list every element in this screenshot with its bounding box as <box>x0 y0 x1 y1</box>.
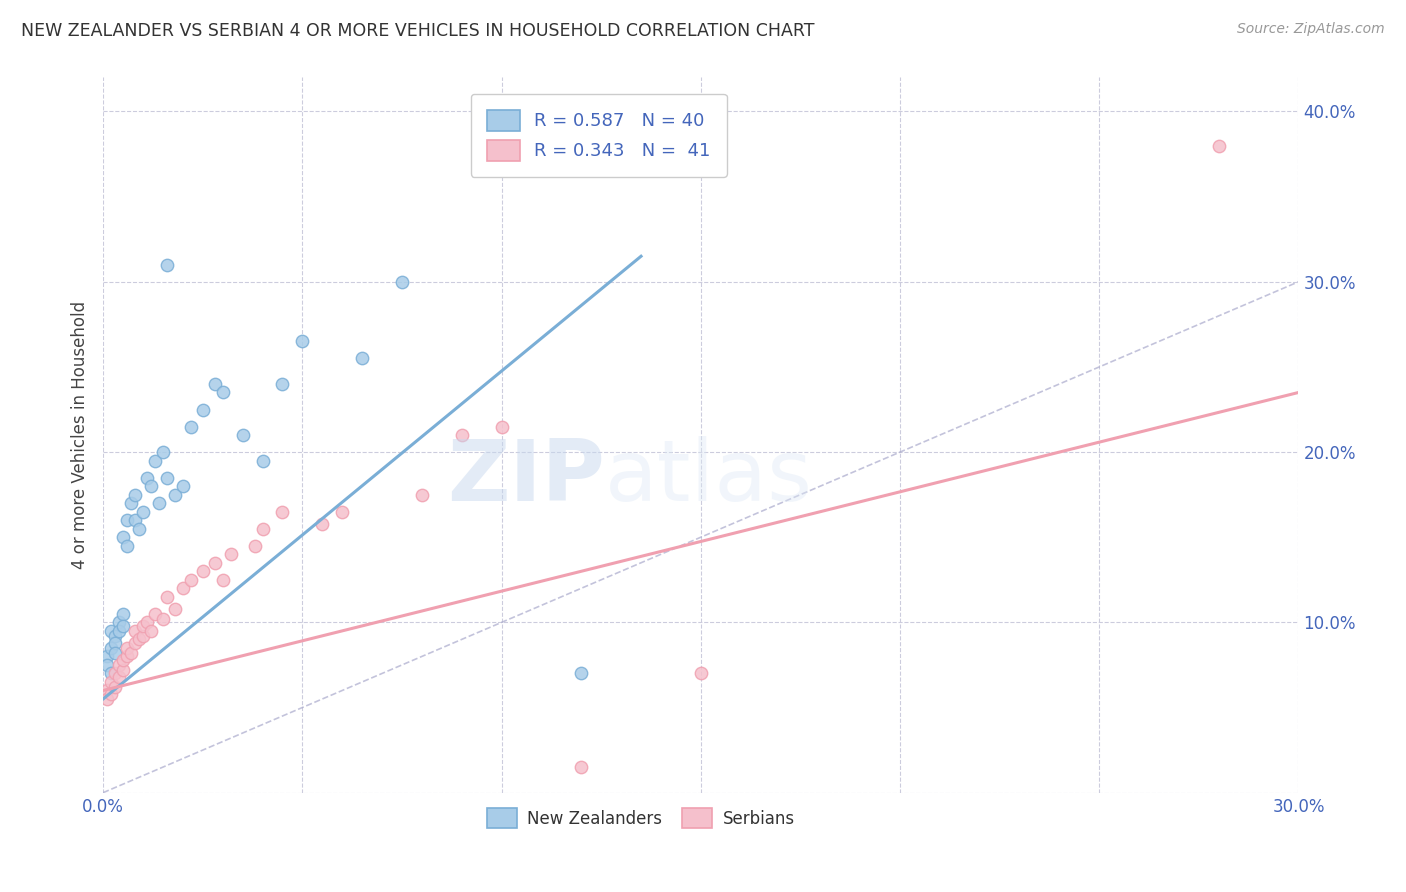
Point <box>143 607 166 621</box>
Point <box>271 376 294 391</box>
Point <box>219 547 242 561</box>
Text: ZIP: ZIP <box>447 436 605 519</box>
Point <box>172 479 194 493</box>
Point <box>136 615 159 630</box>
Point <box>180 573 202 587</box>
Point <box>115 513 138 527</box>
Point <box>104 646 127 660</box>
Point <box>100 666 122 681</box>
Point <box>112 653 135 667</box>
Text: NEW ZEALANDER VS SERBIAN 4 OR MORE VEHICLES IN HOUSEHOLD CORRELATION CHART: NEW ZEALANDER VS SERBIAN 4 OR MORE VEHIC… <box>21 22 814 40</box>
Y-axis label: 4 or more Vehicles in Household: 4 or more Vehicles in Household <box>72 301 89 569</box>
Point <box>124 624 146 638</box>
Point <box>112 530 135 544</box>
Point <box>112 663 135 677</box>
Point <box>128 632 150 647</box>
Point <box>152 612 174 626</box>
Point <box>291 334 314 349</box>
Point <box>120 646 142 660</box>
Point <box>108 657 131 672</box>
Point <box>96 649 118 664</box>
Point <box>112 619 135 633</box>
Legend: New Zealanders, Serbians: New Zealanders, Serbians <box>481 802 801 834</box>
Point <box>352 351 374 366</box>
Point <box>108 615 131 630</box>
Point <box>124 488 146 502</box>
Point <box>96 692 118 706</box>
Point <box>96 657 118 672</box>
Point <box>163 601 186 615</box>
Point <box>450 428 472 442</box>
Point <box>143 453 166 467</box>
Point <box>156 470 179 484</box>
Point <box>1208 138 1230 153</box>
Point <box>180 419 202 434</box>
Text: atlas: atlas <box>605 436 813 519</box>
Point <box>232 428 254 442</box>
Point <box>132 505 155 519</box>
Point <box>115 640 138 655</box>
Point <box>243 539 266 553</box>
Point <box>132 629 155 643</box>
Point <box>211 385 233 400</box>
Point <box>211 573 233 587</box>
Point <box>191 564 214 578</box>
Point <box>411 488 433 502</box>
Point <box>204 556 226 570</box>
Point <box>139 624 162 638</box>
Point <box>139 479 162 493</box>
Point <box>104 636 127 650</box>
Point <box>100 624 122 638</box>
Point <box>172 582 194 596</box>
Point <box>100 640 122 655</box>
Point <box>569 666 592 681</box>
Point <box>108 624 131 638</box>
Point <box>96 683 118 698</box>
Point <box>100 675 122 690</box>
Point <box>311 516 333 531</box>
Point <box>120 496 142 510</box>
Point <box>104 629 127 643</box>
Point <box>163 488 186 502</box>
Point <box>156 590 179 604</box>
Point <box>689 666 711 681</box>
Point <box>128 522 150 536</box>
Point <box>104 666 127 681</box>
Point <box>252 522 274 536</box>
Point <box>112 607 135 621</box>
Text: Source: ZipAtlas.com: Source: ZipAtlas.com <box>1237 22 1385 37</box>
Point <box>191 402 214 417</box>
Point <box>124 636 146 650</box>
Point <box>136 470 159 484</box>
Point <box>569 760 592 774</box>
Point <box>491 419 513 434</box>
Point <box>252 453 274 467</box>
Point <box>152 445 174 459</box>
Point <box>148 496 170 510</box>
Point <box>204 376 226 391</box>
Point <box>330 505 353 519</box>
Point <box>156 258 179 272</box>
Point <box>104 680 127 694</box>
Point <box>108 670 131 684</box>
Point <box>132 619 155 633</box>
Point <box>115 539 138 553</box>
Point <box>271 505 294 519</box>
Point <box>100 687 122 701</box>
Point <box>391 275 413 289</box>
Point <box>124 513 146 527</box>
Point <box>115 649 138 664</box>
